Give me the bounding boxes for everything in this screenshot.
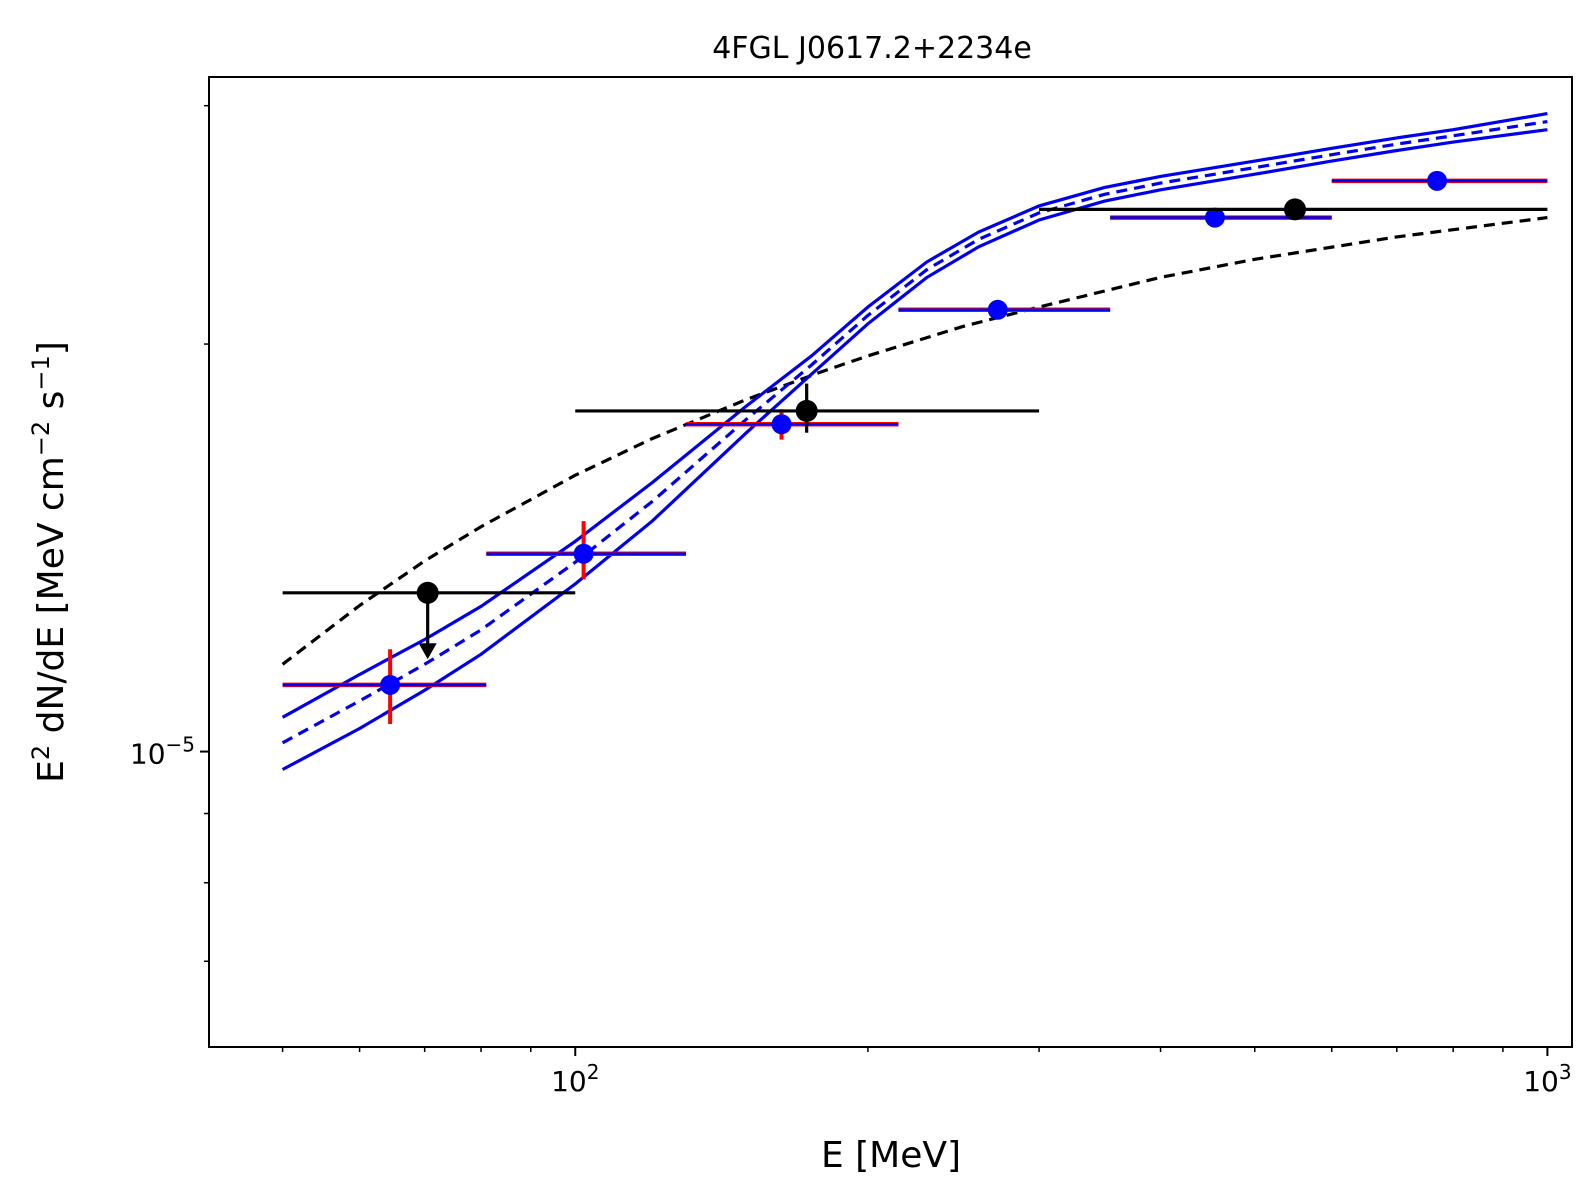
data-point-black bbox=[416, 581, 439, 604]
data-point-blue bbox=[1204, 207, 1225, 228]
data-point-black bbox=[795, 399, 818, 422]
data-point-blue bbox=[771, 414, 792, 435]
data-point-blue bbox=[987, 299, 1008, 320]
upper-limit-arrow-head bbox=[418, 643, 437, 660]
plot-frame bbox=[208, 76, 1573, 1048]
model-curve-4 bbox=[281, 128, 1548, 771]
data-point-black bbox=[1283, 198, 1306, 221]
model-curve-2 bbox=[281, 120, 1548, 745]
x-tick-label: 102 bbox=[551, 1060, 599, 1098]
x-axis-label: E [MeV] bbox=[821, 1135, 961, 1176]
model-curve-3 bbox=[281, 112, 1548, 719]
data-point-blue bbox=[380, 674, 401, 695]
chart-title: 4FGL J0617.2+2234e bbox=[712, 31, 1032, 66]
x-tick-label: 103 bbox=[1523, 1060, 1571, 1098]
model-curve-1 bbox=[281, 216, 1548, 666]
y-axis-label: E2 dN/dE [MeV cm−2 s−1] bbox=[27, 341, 72, 783]
plot-area bbox=[281, 112, 1548, 771]
data-point-blue bbox=[1427, 170, 1448, 191]
y-tick-label: 10−5 bbox=[130, 733, 195, 771]
data-point-blue bbox=[573, 543, 594, 564]
axis-ticks: 102 103 10−5 bbox=[130, 104, 1572, 1098]
